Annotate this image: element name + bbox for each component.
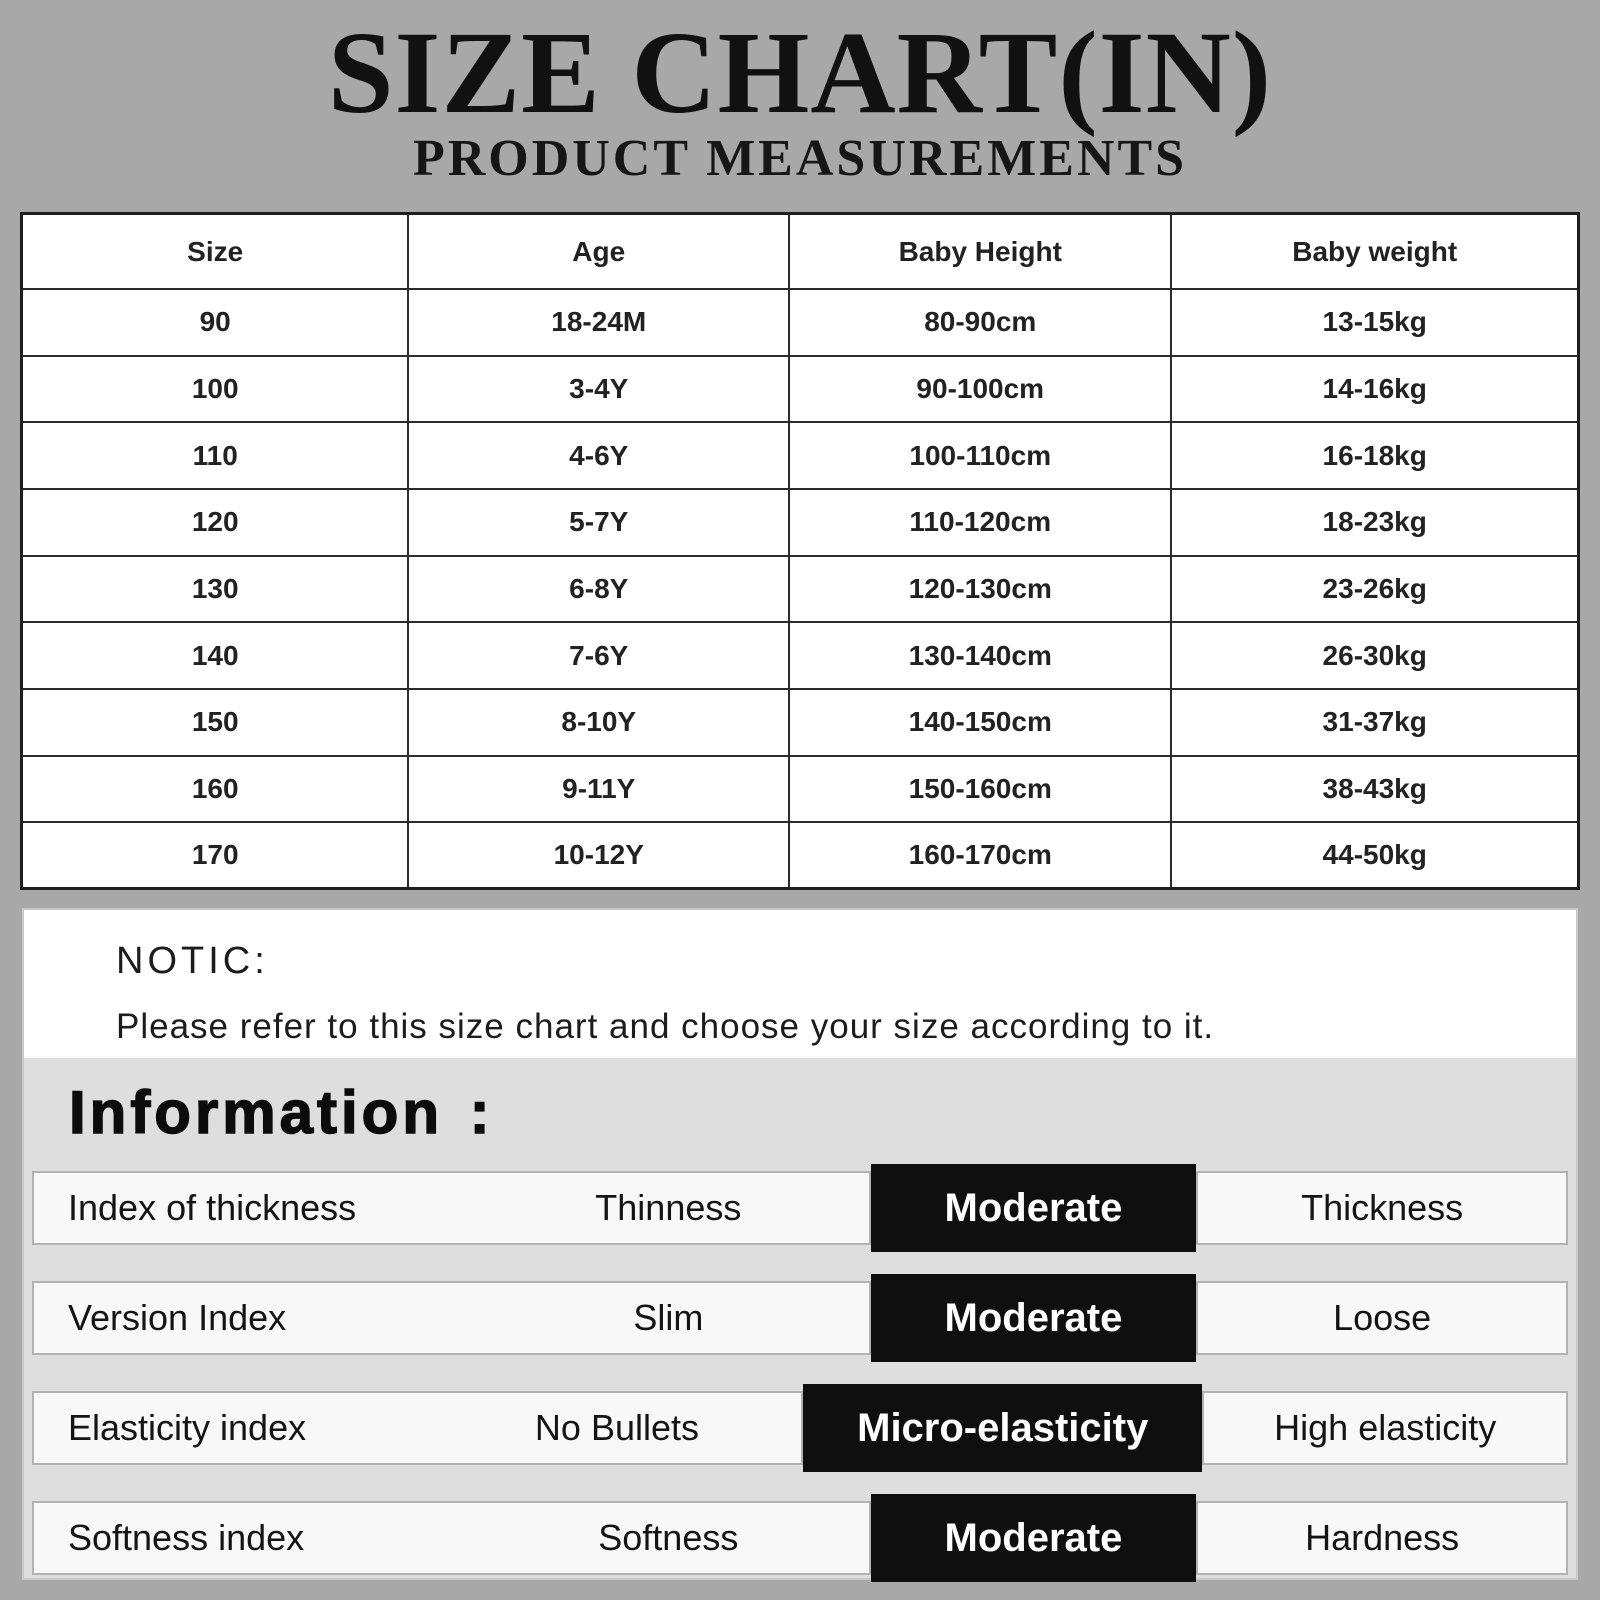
- info-row-label: Version Index: [68, 1297, 287, 1338]
- info-option-left: Slim: [633, 1297, 704, 1338]
- table-cell: 6-8Y: [407, 554, 790, 623]
- table-cell: 100: [23, 354, 409, 423]
- table-cell: 80-90cm: [788, 288, 1172, 356]
- information-section: Information : Index of thickness Thinnes…: [24, 1058, 1576, 1582]
- table-row: 160 9-11Y 150-160cm 38-43kg: [23, 754, 1577, 823]
- column-header-age: Age: [407, 215, 790, 289]
- table-cell: 100-110cm: [788, 421, 1172, 489]
- table-cell: 14-16kg: [1170, 354, 1577, 423]
- table-row: 170 10-12Y 160-170cm 44-50kg: [23, 821, 1577, 887]
- info-option-left: Softness: [598, 1517, 739, 1558]
- info-row-softness: Softness index Softness Moderate Hardnes…: [32, 1494, 1568, 1582]
- info-row-label: Elasticity index: [68, 1407, 307, 1448]
- table-cell: 9-11Y: [407, 754, 790, 823]
- info-option-selected: Micro-elasticity: [803, 1384, 1203, 1472]
- size-table: Size Age Baby Height Baby weight 90 18-2…: [23, 215, 1577, 887]
- table-cell: 160-170cm: [788, 821, 1172, 887]
- info-option-right: Loose: [1196, 1281, 1568, 1355]
- table-cell: 16-18kg: [1170, 421, 1577, 489]
- table-row: 110 4-6Y 100-110cm 16-18kg: [23, 421, 1577, 489]
- info-option-selected: Moderate: [870, 1274, 1197, 1362]
- table-cell: 44-50kg: [1170, 821, 1577, 887]
- info-option-selected: Moderate: [870, 1494, 1197, 1582]
- notice-text: Please refer to this size chart and choo…: [116, 1007, 1215, 1046]
- table-row: 150 8-10Y 140-150cm 31-37kg: [23, 687, 1577, 756]
- table-cell: 26-30kg: [1170, 621, 1577, 689]
- info-option-left: Thinness: [595, 1187, 742, 1228]
- table-header-row: Size Age Baby Height Baby weight: [23, 215, 1577, 289]
- info-option-right: Thickness: [1196, 1171, 1568, 1245]
- lower-panel: NOTIC: Please refer to this size chart a…: [22, 908, 1578, 1582]
- notice-section: NOTIC: Please refer to this size chart a…: [24, 910, 1576, 1058]
- info-row-label: Softness index: [68, 1517, 305, 1558]
- page-title: SIZE CHART(IN): [327, 7, 1273, 138]
- table-row: 130 6-8Y 120-130cm 23-26kg: [23, 554, 1577, 623]
- table-row: 90 18-24M 80-90cm 13-15kg: [23, 288, 1577, 356]
- notice-heading: NOTIC:: [116, 940, 269, 982]
- info-option-selected: Moderate: [870, 1164, 1197, 1252]
- table-cell: 170: [23, 821, 409, 887]
- table-cell: 140-150cm: [788, 687, 1172, 756]
- info-row-version: Version Index Slim Moderate Loose: [32, 1274, 1568, 1362]
- table-cell: 160: [23, 754, 409, 823]
- table-cell: 120: [23, 487, 409, 556]
- info-bar: Index of thickness Thinness: [32, 1171, 871, 1245]
- table-cell: 90: [23, 288, 409, 356]
- table-row: 100 3-4Y 90-100cm 14-16kg: [23, 354, 1577, 423]
- column-header-size: Size: [187, 235, 244, 267]
- table-cell: 8-10Y: [407, 687, 790, 756]
- table-cell: 110-120cm: [788, 487, 1172, 556]
- table-cell: 3-4Y: [407, 354, 790, 423]
- column-header-height: Baby Height: [788, 215, 1172, 289]
- info-row-label: Index of thickness: [68, 1187, 357, 1228]
- table-row: 120 5-7Y 110-120cm 18-23kg: [23, 487, 1577, 556]
- column-header-weight: Baby weight: [1170, 215, 1577, 289]
- table-cell: 31-37kg: [1170, 687, 1577, 756]
- table-cell: 130-140cm: [788, 621, 1172, 689]
- table-cell: 23-26kg: [1170, 554, 1577, 623]
- size-chart-box: Size Age Baby Height Baby weight 90 18-2…: [20, 212, 1580, 890]
- page-subtitle: PRODUCT MEASUREMENTS: [412, 130, 1188, 187]
- info-option-right: Hardness: [1196, 1501, 1568, 1575]
- table-cell: 90-100cm: [788, 354, 1172, 423]
- table-cell: 140: [23, 621, 409, 689]
- table-cell: 13-15kg: [1170, 288, 1577, 356]
- table-cell: 120-130cm: [788, 554, 1172, 623]
- table-cell: 110: [23, 421, 409, 489]
- table-cell: 150-160cm: [788, 754, 1172, 823]
- information-heading: Information :: [68, 1078, 494, 1147]
- table-cell: 18-23kg: [1170, 487, 1577, 556]
- info-option-left: No Bullets: [534, 1407, 699, 1448]
- table-cell: 130: [23, 554, 409, 623]
- table-row: 140 7-6Y 130-140cm 26-30kg: [23, 621, 1577, 689]
- table-cell: 18-24M: [407, 288, 790, 356]
- info-bar: Softness index Softness: [32, 1501, 871, 1575]
- table-cell: 38-43kg: [1170, 754, 1577, 823]
- info-option-right: High elasticity: [1202, 1391, 1568, 1465]
- table-cell: 5-7Y: [407, 487, 790, 556]
- table-cell: 10-12Y: [407, 821, 790, 887]
- table-cell: 7-6Y: [407, 621, 790, 689]
- info-bar: Elasticity index No Bullets: [32, 1391, 804, 1465]
- info-bar: Version Index Slim: [32, 1281, 871, 1355]
- table-cell: 150: [23, 687, 409, 756]
- masthead: SIZE CHART(IN) PRODUCT MEASUREMENTS: [0, 0, 1600, 212]
- info-row-thickness: Index of thickness Thinness Moderate Thi…: [32, 1164, 1568, 1252]
- info-row-elasticity: Elasticity index No Bullets Micro-elasti…: [32, 1384, 1568, 1472]
- table-cell: 4-6Y: [407, 421, 790, 489]
